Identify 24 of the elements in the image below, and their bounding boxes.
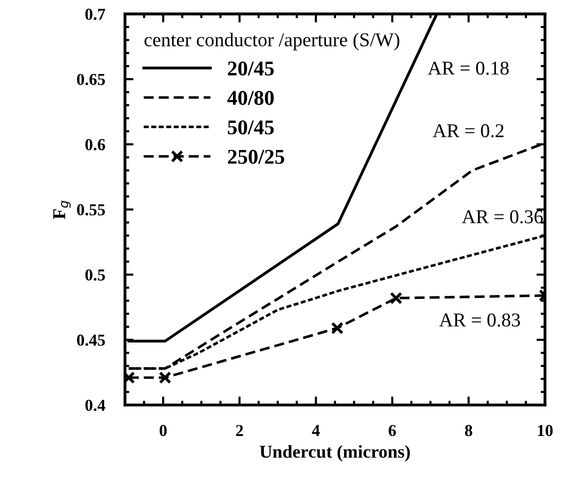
y-tick-label: 0.6 [85, 139, 106, 150]
annotation: AR = 0.2 [432, 124, 504, 138]
x-tick-label: 10 [538, 424, 553, 436]
legend-label: 250/25 [228, 150, 284, 164]
x-tick-label: 6 [388, 424, 396, 436]
x-axis-title: Undercut (microns) [260, 445, 410, 462]
annotation: AR = 0.83 [439, 313, 520, 327]
x-tick-label: 2 [236, 424, 243, 436]
y-tick-label: 0.65 [77, 74, 105, 86]
y-tick-label: 0.4 [85, 400, 106, 412]
legend-title: center conductor /aperture (S/W) [144, 32, 400, 50]
y-tick-label: 0.45 [77, 334, 105, 346]
legend-label: 40/80 [227, 90, 274, 105]
annotation: AR = 0.18 [428, 62, 509, 75]
y-tick-label: 0.5 [85, 269, 105, 281]
x-tick-label: 8 [465, 424, 472, 436]
legend-label: 50/45 [228, 120, 274, 134]
legend-label: 20/45 [228, 61, 274, 76]
x-tick-label: 4 [312, 425, 320, 436]
x-tick-label: 0 [160, 424, 167, 436]
y-axis-title: F$_{g}$ [53, 200, 71, 220]
annotation: AR = 0.36 [462, 210, 543, 224]
y-tick-label: 0.7 [85, 8, 106, 20]
y-tick-label: 0.55 [77, 204, 105, 216]
